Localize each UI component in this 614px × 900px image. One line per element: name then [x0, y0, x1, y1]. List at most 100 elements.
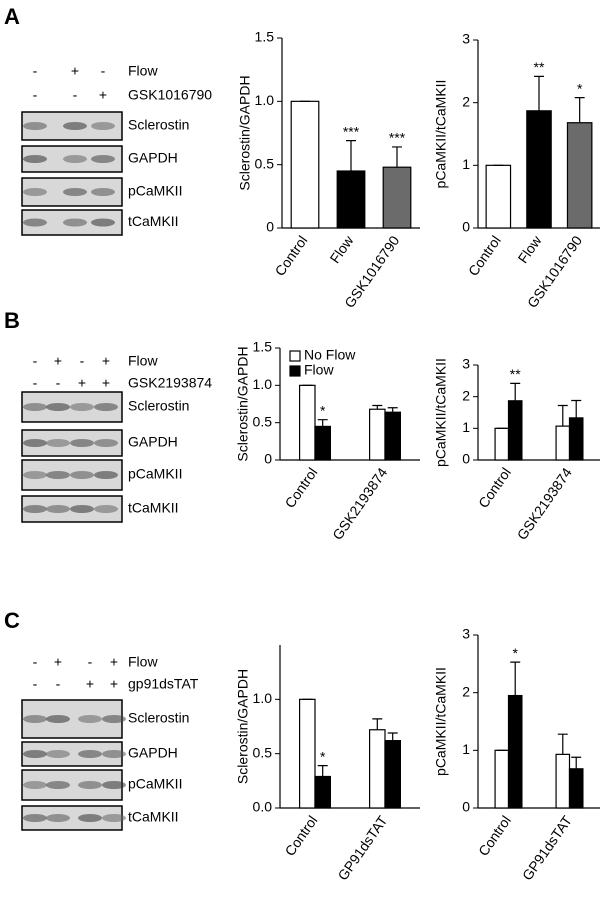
- bar: [369, 408, 386, 461]
- band-name: GAPDH: [128, 745, 178, 761]
- y-tick-label: 0.0: [253, 799, 273, 815]
- bar: [290, 100, 320, 229]
- significance: ***: [343, 123, 360, 139]
- blot-band: [102, 715, 126, 723]
- y-tick-label: 2: [462, 93, 470, 109]
- bar: [568, 417, 584, 461]
- significance: *: [577, 80, 583, 96]
- blot-band: [78, 715, 102, 723]
- band-name: GAPDH: [128, 434, 178, 450]
- bar: [566, 122, 593, 229]
- bar: [494, 749, 510, 809]
- error-bar: [574, 97, 585, 123]
- blot-band: [91, 122, 115, 130]
- blot-band: [102, 750, 126, 758]
- x-tick-label: Control: [465, 233, 504, 279]
- bar: [369, 729, 386, 809]
- significance: *: [320, 748, 326, 764]
- error-bar: [510, 661, 521, 696]
- error-bar: [557, 404, 568, 427]
- condition-sign: -: [33, 654, 38, 670]
- condition-name: GSK1016790: [128, 87, 212, 103]
- bar: [336, 170, 366, 229]
- error-bar: [571, 756, 582, 769]
- condition-sign: -: [101, 63, 106, 79]
- error-bar: [557, 733, 568, 755]
- x-tick-label: Control: [475, 813, 514, 859]
- y-tick-label: 1.0: [253, 690, 273, 706]
- significance: *: [512, 645, 518, 661]
- y-tick-label: 0: [266, 219, 274, 235]
- y-tick-label: 1: [462, 156, 470, 172]
- condition-sign: -: [33, 63, 38, 79]
- y-axis-label: Sclerostin/GAPDH: [235, 669, 251, 784]
- x-tick-label: Control: [271, 233, 310, 279]
- significance: **: [510, 366, 521, 382]
- bar: [494, 427, 510, 461]
- bar: [299, 698, 316, 809]
- error-bar: [387, 407, 398, 413]
- x-tick-label: GSK2193874: [329, 465, 390, 543]
- condition-sign: +: [110, 676, 118, 692]
- panel-letter: B: [4, 308, 20, 333]
- blot-band: [23, 439, 47, 447]
- condition-name: GSK2193874: [128, 375, 212, 391]
- condition-sign: +: [54, 654, 62, 670]
- blot-band: [63, 188, 87, 196]
- band-name: tCaMKII: [128, 213, 179, 229]
- blot-band: [70, 505, 94, 513]
- y-tick-label: 1: [462, 741, 470, 757]
- y-tick-label: 2: [462, 387, 470, 403]
- band-name: Sclerostin: [128, 710, 189, 726]
- y-tick-label: 0: [462, 219, 470, 235]
- legend-label: Flow: [304, 362, 334, 378]
- band-name: pCaMKII: [128, 776, 182, 792]
- band-name: tCaMKII: [128, 500, 179, 516]
- blot-band: [70, 439, 94, 447]
- error-bar: [571, 399, 582, 418]
- blot-band: [91, 155, 115, 163]
- band-name: pCaMKII: [128, 466, 182, 482]
- y-tick-label: 1.0: [253, 376, 273, 392]
- legend-label: No Flow: [304, 347, 356, 363]
- blot-band: [70, 403, 94, 411]
- blot-band: [91, 188, 115, 196]
- bar: [382, 166, 412, 229]
- blot-band: [46, 439, 70, 447]
- condition-sign: +: [78, 375, 86, 391]
- condition-sign: +: [86, 676, 94, 692]
- y-tick-label: 3: [462, 626, 470, 642]
- condition-sign: +: [54, 353, 62, 369]
- blot-band: [23, 505, 47, 513]
- blot-band: [46, 505, 70, 513]
- blot-band: [91, 218, 115, 227]
- panel-letter: C: [4, 608, 20, 633]
- blot-band: [23, 188, 47, 196]
- blot-band: [94, 439, 118, 447]
- y-tick-label: 0.5: [253, 744, 273, 760]
- error-bar: [392, 146, 402, 168]
- condition-sign: -: [33, 87, 38, 103]
- legend-swatch: [289, 365, 301, 377]
- significance: *: [320, 402, 326, 418]
- blot-band: [46, 781, 70, 789]
- x-tick-label: Control: [475, 465, 514, 511]
- band-name: pCaMKII: [128, 183, 182, 199]
- condition-name: Flow: [128, 353, 158, 369]
- error-bar: [510, 382, 521, 401]
- condition-sign: -: [80, 353, 85, 369]
- bar: [485, 164, 512, 229]
- blot-band: [102, 781, 126, 789]
- bar: [384, 740, 401, 809]
- bar: [526, 110, 552, 229]
- condition-sign: -: [33, 375, 38, 391]
- legend-swatch: [289, 350, 301, 362]
- y-axis-label: Sclerostin/GAPDH: [235, 346, 251, 461]
- y-tick-label: 1.5: [253, 339, 273, 355]
- y-tick-label: 0: [264, 451, 272, 467]
- bar: [555, 425, 571, 461]
- blot-band: [46, 471, 70, 479]
- condition-sign: +: [102, 375, 110, 391]
- condition-sign: +: [99, 87, 107, 103]
